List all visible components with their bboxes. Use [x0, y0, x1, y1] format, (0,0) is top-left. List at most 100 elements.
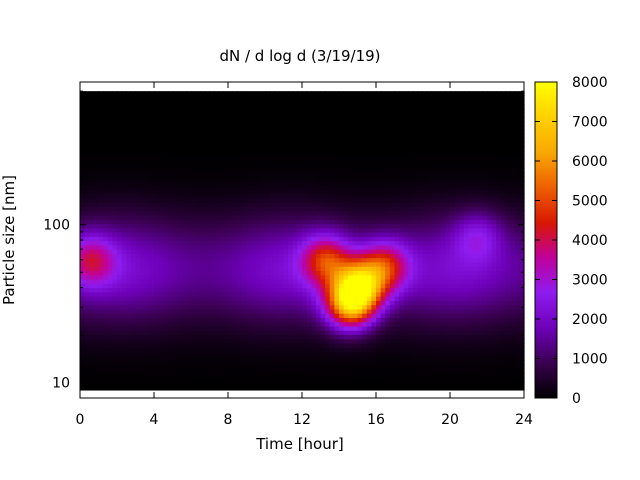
heatmap-cell	[366, 206, 372, 212]
heatmap-cell	[191, 116, 197, 122]
heatmap-cell	[339, 261, 345, 267]
heatmap-cell	[135, 291, 141, 297]
heatmap-cell	[376, 163, 382, 169]
heatmap-cell	[311, 112, 317, 118]
heatmap-cell	[98, 185, 104, 190]
heatmap-cell	[320, 240, 326, 246]
heatmap-cell	[117, 368, 123, 374]
heatmap-cell	[167, 197, 174, 203]
heatmap-cell	[362, 334, 368, 340]
heatmap-cell	[311, 287, 317, 293]
heatmap-cell	[283, 214, 289, 220]
heatmap-cell	[297, 244, 303, 250]
heatmap-cell	[283, 138, 289, 143]
heatmap-cell	[376, 91, 382, 97]
heatmap-cell	[339, 172, 345, 178]
heatmap-cell	[103, 317, 109, 323]
heatmap-cell	[121, 236, 127, 242]
heatmap-cell	[269, 249, 275, 254]
heatmap-cell	[251, 240, 257, 246]
heatmap-cell	[144, 197, 150, 203]
heatmap-cell	[191, 291, 197, 297]
heatmap-cell	[315, 321, 322, 327]
heatmap-cell	[218, 193, 224, 199]
heatmap-cell	[200, 381, 206, 387]
heatmap-cell	[352, 185, 359, 190]
heatmap-cell	[315, 270, 322, 276]
heatmap-cell	[103, 116, 109, 122]
heatmap-cell	[181, 261, 187, 267]
heatmap-cell	[288, 121, 294, 126]
heatmap-cell	[214, 95, 220, 101]
heatmap-cell	[265, 176, 271, 182]
heatmap-cell	[315, 313, 322, 318]
heatmap-cell	[260, 300, 266, 306]
heatmap-cell	[149, 197, 155, 203]
heatmap-cell	[343, 193, 349, 199]
heatmap-cell	[117, 266, 123, 272]
heatmap-cell	[297, 325, 303, 331]
heatmap-cell	[274, 304, 280, 310]
heatmap-cell	[140, 202, 146, 207]
heatmap-cell	[357, 103, 363, 109]
heatmap-cell	[121, 206, 127, 212]
heatmap-cell	[163, 291, 169, 297]
heatmap-cell	[117, 99, 123, 105]
heatmap-cell	[214, 385, 220, 391]
heatmap-cell	[232, 116, 238, 122]
heatmap-cell	[117, 381, 123, 387]
heatmap-cell	[241, 338, 248, 344]
heatmap-cell	[126, 227, 132, 233]
heatmap-cell	[144, 189, 150, 195]
heatmap-cell	[278, 129, 285, 135]
heatmap-cell	[177, 99, 183, 105]
heatmap-cell	[223, 338, 229, 344]
heatmap-cell	[246, 129, 252, 135]
heatmap-cell	[177, 296, 183, 301]
heatmap-cell	[237, 150, 243, 156]
heatmap-cell	[403, 266, 409, 272]
heatmap-cell	[311, 261, 317, 267]
heatmap-cell	[251, 330, 257, 336]
heatmap-cell	[200, 338, 206, 344]
heatmap-cell	[237, 347, 243, 353]
heatmap-cell	[223, 313, 229, 318]
heatmap-cell	[325, 116, 331, 122]
heatmap-cell	[260, 155, 266, 161]
heatmap-cell	[172, 236, 178, 242]
heatmap-cell	[218, 368, 224, 374]
heatmap-cell	[163, 261, 169, 267]
heatmap-cell	[158, 176, 164, 182]
heatmap-cell	[302, 342, 308, 348]
heatmap-cell	[357, 121, 363, 126]
heatmap-cell	[306, 121, 312, 126]
heatmap-cell	[177, 219, 183, 225]
heatmap-cell	[343, 261, 349, 267]
heatmap-cell	[283, 125, 289, 131]
heatmap-cell	[366, 342, 372, 348]
heatmap-cell	[274, 180, 280, 186]
heatmap-cell	[306, 266, 312, 272]
heatmap-cell	[352, 287, 359, 293]
heatmap-cell	[80, 244, 86, 250]
heatmap-cell	[163, 287, 169, 293]
heatmap-cell	[172, 381, 178, 387]
heatmap-cell	[126, 223, 132, 229]
heatmap-cell	[288, 227, 294, 233]
heatmap-cell	[265, 142, 271, 148]
heatmap-cell	[186, 210, 192, 216]
heatmap-cell	[399, 377, 405, 382]
heatmap-cell	[98, 146, 104, 152]
heatmap-cell	[325, 129, 331, 135]
heatmap-cell	[89, 219, 95, 225]
heatmap-cell	[218, 91, 224, 97]
heatmap-cell	[163, 253, 169, 259]
heatmap-cell	[246, 155, 252, 161]
heatmap-cell	[251, 244, 257, 250]
heatmap-cell	[292, 146, 298, 152]
heatmap-cell	[274, 210, 280, 216]
heatmap-cell	[292, 185, 298, 190]
heatmap-cell	[158, 287, 164, 293]
heatmap-cell	[80, 325, 86, 331]
heatmap-cell	[260, 159, 266, 165]
